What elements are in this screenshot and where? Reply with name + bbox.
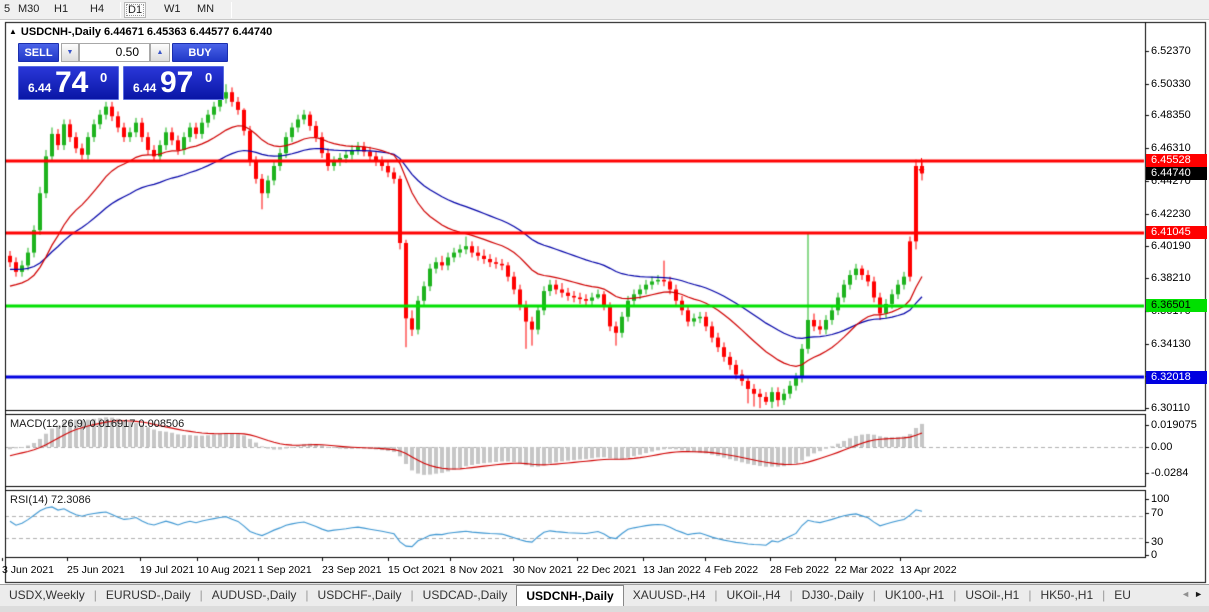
buy-price-panel[interactable]: 6.44 97 0 <box>123 66 224 100</box>
date-label: 1 Sep 2021 <box>258 564 312 576</box>
sell-price-main: 74 <box>55 66 89 99</box>
sell-price-pip: 0 <box>100 70 108 85</box>
date-label: 23 Sep 2021 <box>322 564 382 576</box>
chart-tab-ukoilh4[interactable]: UKOil-,H4 <box>726 588 781 602</box>
indicator-tick: 0.00 <box>1151 441 1173 453</box>
sell-price-panel[interactable]: 6.44 74 0 <box>18 66 119 100</box>
chart-canvas[interactable] <box>0 20 1209 585</box>
price-tick: 6.34130 <box>1151 337 1191 350</box>
timeframe-button-m30[interactable]: M30 <box>18 3 40 15</box>
chart-tab-usdxweekly[interactable]: USDX,Weekly <box>9 588 85 602</box>
timeframe-button-w1[interactable]: W1 <box>164 3 181 15</box>
indicator-tick: 70 <box>1151 507 1164 519</box>
chart-tab-hk50h1[interactable]: HK50-,H1 <box>1040 588 1094 602</box>
date-label: 15 Oct 2021 <box>388 564 446 576</box>
price-tick: 6.48350 <box>1151 109 1191 122</box>
chart-tab-eu[interactable]: EU <box>1114 588 1131 602</box>
chart-tab-dj30daily[interactable]: DJ30-,Daily <box>801 588 864 602</box>
tab-separator: | <box>953 588 957 602</box>
chart-tab-usdcaddaily[interactable]: USDCAD-,Daily <box>422 588 508 602</box>
level-price-badge: 6.45528 <box>1146 154 1207 168</box>
level-price-badge: 6.32018 <box>1146 370 1207 384</box>
indicator-tick: -0.0284 <box>1151 467 1189 479</box>
macd-label: MACD(12,26,9) 0.016917 0.008506 <box>10 418 185 430</box>
rsi-label: RSI(14) 72.3086 <box>10 494 91 506</box>
level-price-badge: 6.36501 <box>1146 299 1207 312</box>
date-label: 8 Nov 2021 <box>450 564 504 576</box>
volume-decrease-button[interactable]: ▼ <box>61 43 79 62</box>
price-tick: 6.52370 <box>1151 45 1191 57</box>
timeframe-button-d1[interactable]: D1 <box>124 2 147 18</box>
chart-tab-uk100h1[interactable]: UK100-,H1 <box>884 588 945 602</box>
current-price-badge: 6.44740 <box>1146 166 1207 180</box>
date-label: 10 Aug 2021 <box>197 564 256 576</box>
date-label: 25 Jun 2021 <box>67 564 125 576</box>
volume-input[interactable]: 0.50 <box>79 43 150 62</box>
volume-increase-button[interactable]: ▲ <box>150 43 170 62</box>
chart-window <box>0 20 1209 585</box>
indicator-tick: 0 <box>1151 549 1158 561</box>
chart-tab-xauusdh4[interactable]: XAUUSD-,H4 <box>632 588 706 602</box>
toolbar-separator <box>231 2 232 18</box>
date-label: 13 Jan 2022 <box>643 564 701 576</box>
timeframe-button-5[interactable]: 5 <box>4 3 11 15</box>
tab-separator: | <box>410 588 414 602</box>
indicator-tick: 30 <box>1151 536 1164 548</box>
indicator-tick: 0.019075 <box>1151 419 1197 431</box>
buy-price-pip: 0 <box>205 70 213 85</box>
level-price-badge: 6.41045 <box>1146 226 1207 240</box>
collapse-arrow-icon[interactable]: ▲ <box>9 27 17 36</box>
price-tick: 6.46310 <box>1151 142 1191 155</box>
tab-scroll-arrows: ◄► <box>1181 589 1207 599</box>
tab-separator: | <box>1102 588 1106 602</box>
chart-tab-eurusddaily[interactable]: EURUSD-,Daily <box>105 588 191 602</box>
buy-price-main: 97 <box>160 66 194 99</box>
chart-tab-usdchfdaily[interactable]: USDCHF-,Daily <box>317 588 402 602</box>
chart-tab-bar: USDX,Weekly | EURUSD-,Daily | AUDUSD-,Daily |… <box>0 584 1209 606</box>
timeframe-button-h1[interactable]: H1 <box>54 3 69 15</box>
tab-separator: | <box>789 588 793 602</box>
chart-tab-usdcnhdaily[interactable]: USDCNH-,Daily <box>516 585 624 606</box>
price-tick: 6.40190 <box>1151 240 1191 253</box>
date-label: 28 Feb 2022 <box>770 564 829 576</box>
date-label: 19 Jul 2021 <box>140 564 195 576</box>
status-strip <box>0 606 1209 612</box>
timeframe-button-h4[interactable]: H4 <box>90 3 105 15</box>
date-label: 22 Mar 2022 <box>835 564 894 576</box>
chart-tab-usoilh1[interactable]: USOil-,H1 <box>965 588 1020 602</box>
tab-scroll-right-icon[interactable]: ► <box>1194 589 1207 599</box>
date-label: 3 Jun 2021 <box>2 564 54 576</box>
buy-button[interactable]: BUY <box>172 43 228 62</box>
price-tick: 6.30110 <box>1151 402 1190 414</box>
tab-separator: | <box>199 588 203 602</box>
tab-separator: | <box>1028 588 1032 602</box>
timeframe-button-mn[interactable]: MN <box>197 3 215 15</box>
date-label: 22 Dec 2021 <box>577 564 637 576</box>
toolbar-separator <box>120 2 121 18</box>
date-label: 4 Feb 2022 <box>705 564 759 576</box>
chart-tab-audusddaily[interactable]: AUDUSD-,Daily <box>211 588 297 602</box>
sell-price-prefix: 6.44 <box>28 81 52 95</box>
sell-button[interactable]: SELL <box>18 43 59 62</box>
tab-separator: | <box>714 588 718 602</box>
tab-separator: | <box>93 588 97 602</box>
tab-separator: | <box>872 588 876 602</box>
tab-separator: | <box>305 588 309 602</box>
price-tick: 6.38210 <box>1151 272 1191 285</box>
price-tick: 6.42230 <box>1151 207 1191 220</box>
chart-title: ▲ USDCNH-,Daily 6.44671 6.45363 6.44577 6… <box>9 26 273 38</box>
indicator-tick: 100 <box>1151 493 1170 505</box>
timeframe-toolbar: 5 M30 H1 H4 D1 W1 MN <box>0 0 1209 20</box>
date-label: 13 Apr 2022 <box>900 564 957 576</box>
date-label: 30 Nov 2021 <box>513 564 573 576</box>
price-tick: 6.50330 <box>1151 77 1191 90</box>
buy-price-prefix: 6.44 <box>133 81 157 95</box>
tab-scroll-left-icon[interactable]: ◄ <box>1181 589 1195 599</box>
